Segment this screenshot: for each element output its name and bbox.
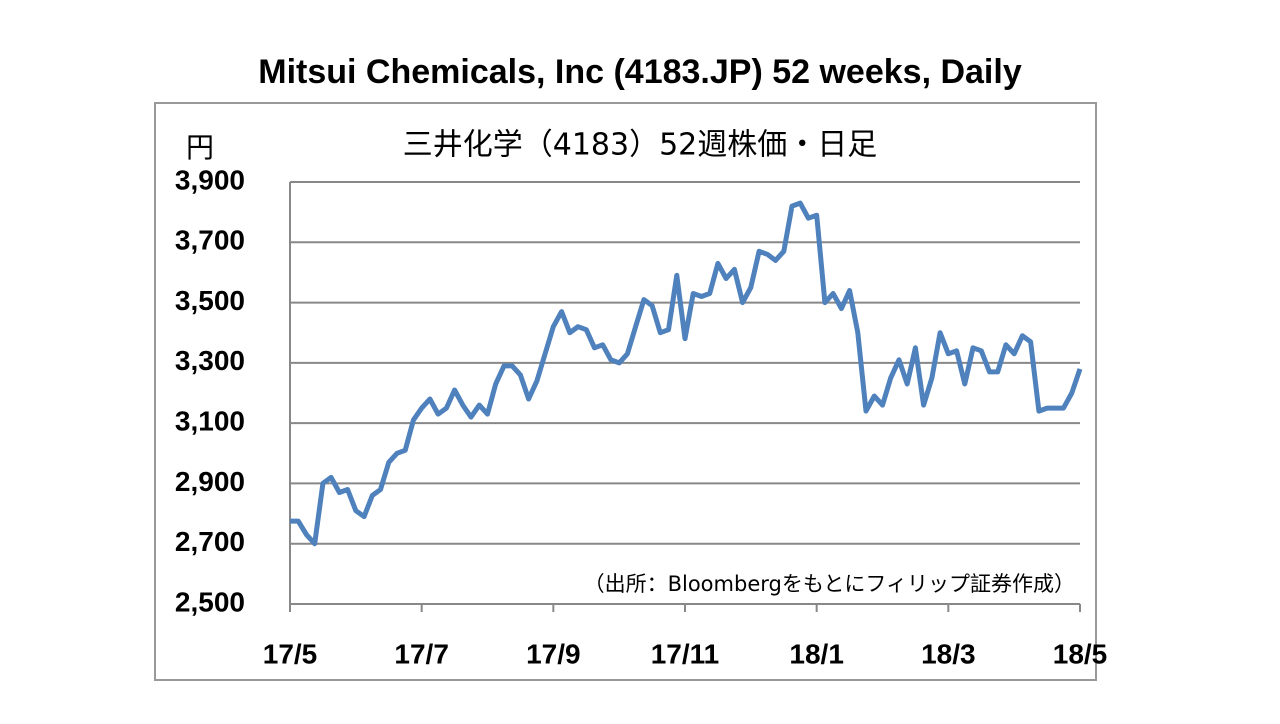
y-tick-label: 2,500 <box>175 586 245 617</box>
x-tick-label: 17/11 <box>651 638 720 669</box>
y-tick-label: 2,900 <box>175 466 245 497</box>
y-axis-label: 円 <box>186 131 214 164</box>
y-tick-label: 3,700 <box>175 225 245 256</box>
price-line <box>290 200 1083 547</box>
x-tick-label: 17/5 <box>263 638 318 669</box>
y-tick-label: 3,300 <box>175 345 245 376</box>
chart-frame <box>154 102 1097 681</box>
source-note: （出所：Bloombergをもとにフィリップ証券作成） <box>584 572 1075 596</box>
chart-subtitle: 三井化学（4183）52週株価・日足 <box>403 128 878 163</box>
x-tick-label: 18/1 <box>789 638 844 669</box>
x-tick-label: 17/7 <box>394 638 449 669</box>
chart-title: Mitsui Chemicals, Inc (4183.JP) 52 weeks… <box>258 53 1022 91</box>
x-tick-label: 18/3 <box>921 638 976 669</box>
y-tick-label: 3,100 <box>175 406 245 437</box>
y-tick-label: 3,500 <box>175 285 245 316</box>
y-tick-label: 2,700 <box>175 526 245 557</box>
y-tick-label: 3,900 <box>175 164 245 195</box>
x-tick-label: 18/5 <box>1053 638 1108 669</box>
x-tick-label: 17/9 <box>526 638 581 669</box>
